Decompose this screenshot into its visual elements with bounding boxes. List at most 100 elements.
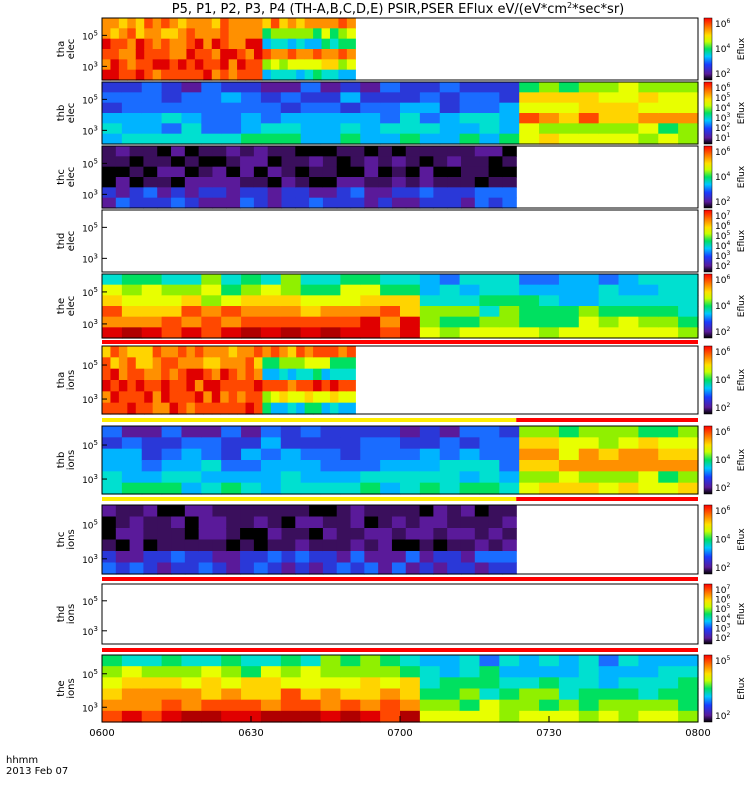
spectrogram-cell bbox=[658, 92, 679, 104]
spectrogram-cell bbox=[161, 426, 183, 438]
spectrogram-cell bbox=[295, 187, 310, 199]
spectrogram-cell bbox=[474, 197, 490, 209]
spectrogram-cell bbox=[121, 274, 143, 286]
spectrogram-cell bbox=[338, 28, 348, 40]
spectrogram-cell bbox=[115, 177, 131, 188]
spectrogram-cell bbox=[181, 710, 202, 723]
spectrogram-cell bbox=[304, 402, 314, 415]
spectrogram-cell bbox=[380, 295, 401, 307]
spectrogram-cell bbox=[241, 113, 262, 124]
spectrogram-cell bbox=[340, 316, 361, 328]
spectrogram-cell bbox=[226, 505, 241, 518]
spectrogram-cell bbox=[391, 551, 407, 564]
spectrogram-cell bbox=[194, 391, 204, 404]
spectrogram-cell bbox=[157, 197, 172, 209]
spectrogram-cell bbox=[322, 166, 338, 178]
status-bar-segment bbox=[102, 418, 517, 422]
spectrogram-cell bbox=[118, 18, 128, 29]
spectrogram-cell bbox=[400, 274, 421, 286]
spectrogram-cell bbox=[519, 699, 540, 712]
spectrogram-cell bbox=[499, 448, 520, 461]
spectrogram-cell bbox=[419, 327, 441, 339]
spectrogram-cell bbox=[618, 471, 639, 484]
spectrogram-cell bbox=[558, 460, 580, 472]
spectrogram-cell bbox=[102, 516, 117, 529]
spectrogram-cell bbox=[253, 28, 264, 40]
spectrogram-cell bbox=[181, 113, 202, 124]
spectrogram-cell bbox=[226, 156, 241, 168]
spectrogram-cell bbox=[419, 437, 441, 450]
spectrogram-cell bbox=[558, 699, 580, 712]
spectrogram-cell bbox=[338, 18, 348, 29]
spectrogram-cell bbox=[102, 710, 123, 723]
spectrogram-cell bbox=[340, 274, 361, 286]
spectrogram-cell bbox=[144, 357, 154, 370]
spectrogram-cell bbox=[260, 677, 282, 690]
spectrogram-cell bbox=[181, 655, 202, 667]
spectrogram-cell bbox=[340, 306, 361, 318]
spectrogram-cell bbox=[419, 460, 441, 472]
spectrogram-cell bbox=[121, 133, 143, 145]
spectrogram-cell bbox=[578, 655, 600, 667]
spectrogram-cell bbox=[267, 551, 283, 564]
spectrogram-cell bbox=[364, 539, 379, 552]
spectrogram-cell bbox=[400, 102, 421, 114]
status-bar-segment bbox=[516, 418, 698, 422]
spectrogram-cell bbox=[300, 666, 322, 678]
spectrogram-cell bbox=[360, 688, 381, 701]
spectrogram-cell bbox=[240, 187, 255, 199]
spectrogram-cell bbox=[201, 688, 222, 701]
spectrogram-cell bbox=[380, 316, 401, 328]
spectrogram-cell bbox=[638, 316, 659, 328]
spectrogram-cell bbox=[171, 505, 186, 518]
spectrogram-cell bbox=[102, 49, 112, 60]
spectrogram-cell bbox=[300, 284, 322, 296]
spectrogram-cell bbox=[558, 426, 580, 438]
spectrogram-cell bbox=[253, 516, 269, 529]
colorbar-tick-label: 103 bbox=[715, 622, 730, 634]
panel-probe-label: tha bbox=[56, 41, 67, 57]
spectrogram-cell bbox=[322, 177, 338, 188]
colorbar-tick-label: 106 bbox=[715, 594, 730, 606]
spectrogram-cell bbox=[241, 448, 262, 461]
spectrogram-cell bbox=[161, 92, 183, 104]
spectrogram-cell bbox=[439, 699, 461, 712]
spectrogram-cell bbox=[110, 49, 120, 60]
spectrogram-cell bbox=[658, 274, 679, 286]
x-tick-label: 0800 bbox=[685, 728, 710, 739]
spectrogram-cell bbox=[336, 528, 352, 541]
spectrogram-cell bbox=[439, 655, 461, 667]
colorbar-tick-label: 106 bbox=[715, 220, 730, 232]
spectrogram-cell bbox=[499, 482, 520, 495]
spectrogram-cell bbox=[220, 368, 230, 381]
spectrogram-cell bbox=[181, 133, 202, 145]
spectrogram-cell bbox=[161, 471, 183, 484]
spectrogram-cell bbox=[129, 156, 145, 168]
spectrogram-cell bbox=[121, 92, 143, 104]
spectrogram-cell bbox=[221, 274, 242, 286]
spectrogram-cell bbox=[220, 346, 230, 358]
spectrogram-cell bbox=[502, 551, 517, 564]
spectrogram-cell bbox=[350, 177, 365, 188]
spectrogram-cell bbox=[447, 146, 462, 157]
spectrogram-cell bbox=[161, 284, 183, 296]
spectrogram-cell bbox=[161, 28, 171, 40]
panel-species-label: ions bbox=[66, 678, 77, 698]
spectrogram-cell bbox=[267, 166, 283, 178]
spectrogram-cell bbox=[459, 102, 481, 114]
spectrogram-cell bbox=[203, 59, 213, 71]
spectrogram-cell bbox=[270, 402, 280, 415]
spectrogram-cell bbox=[181, 82, 202, 93]
spectrogram-cell bbox=[558, 113, 580, 124]
spectrogram-cell bbox=[157, 551, 172, 564]
spectrogram-cell bbox=[253, 551, 269, 564]
spectrogram-cell bbox=[143, 177, 158, 188]
colorbar-label: Eflux bbox=[737, 101, 747, 124]
spectrogram-cell bbox=[638, 699, 659, 712]
spectrogram-cell bbox=[309, 187, 324, 199]
spectrogram-cell bbox=[171, 197, 186, 209]
spectrogram-cell bbox=[260, 133, 282, 145]
